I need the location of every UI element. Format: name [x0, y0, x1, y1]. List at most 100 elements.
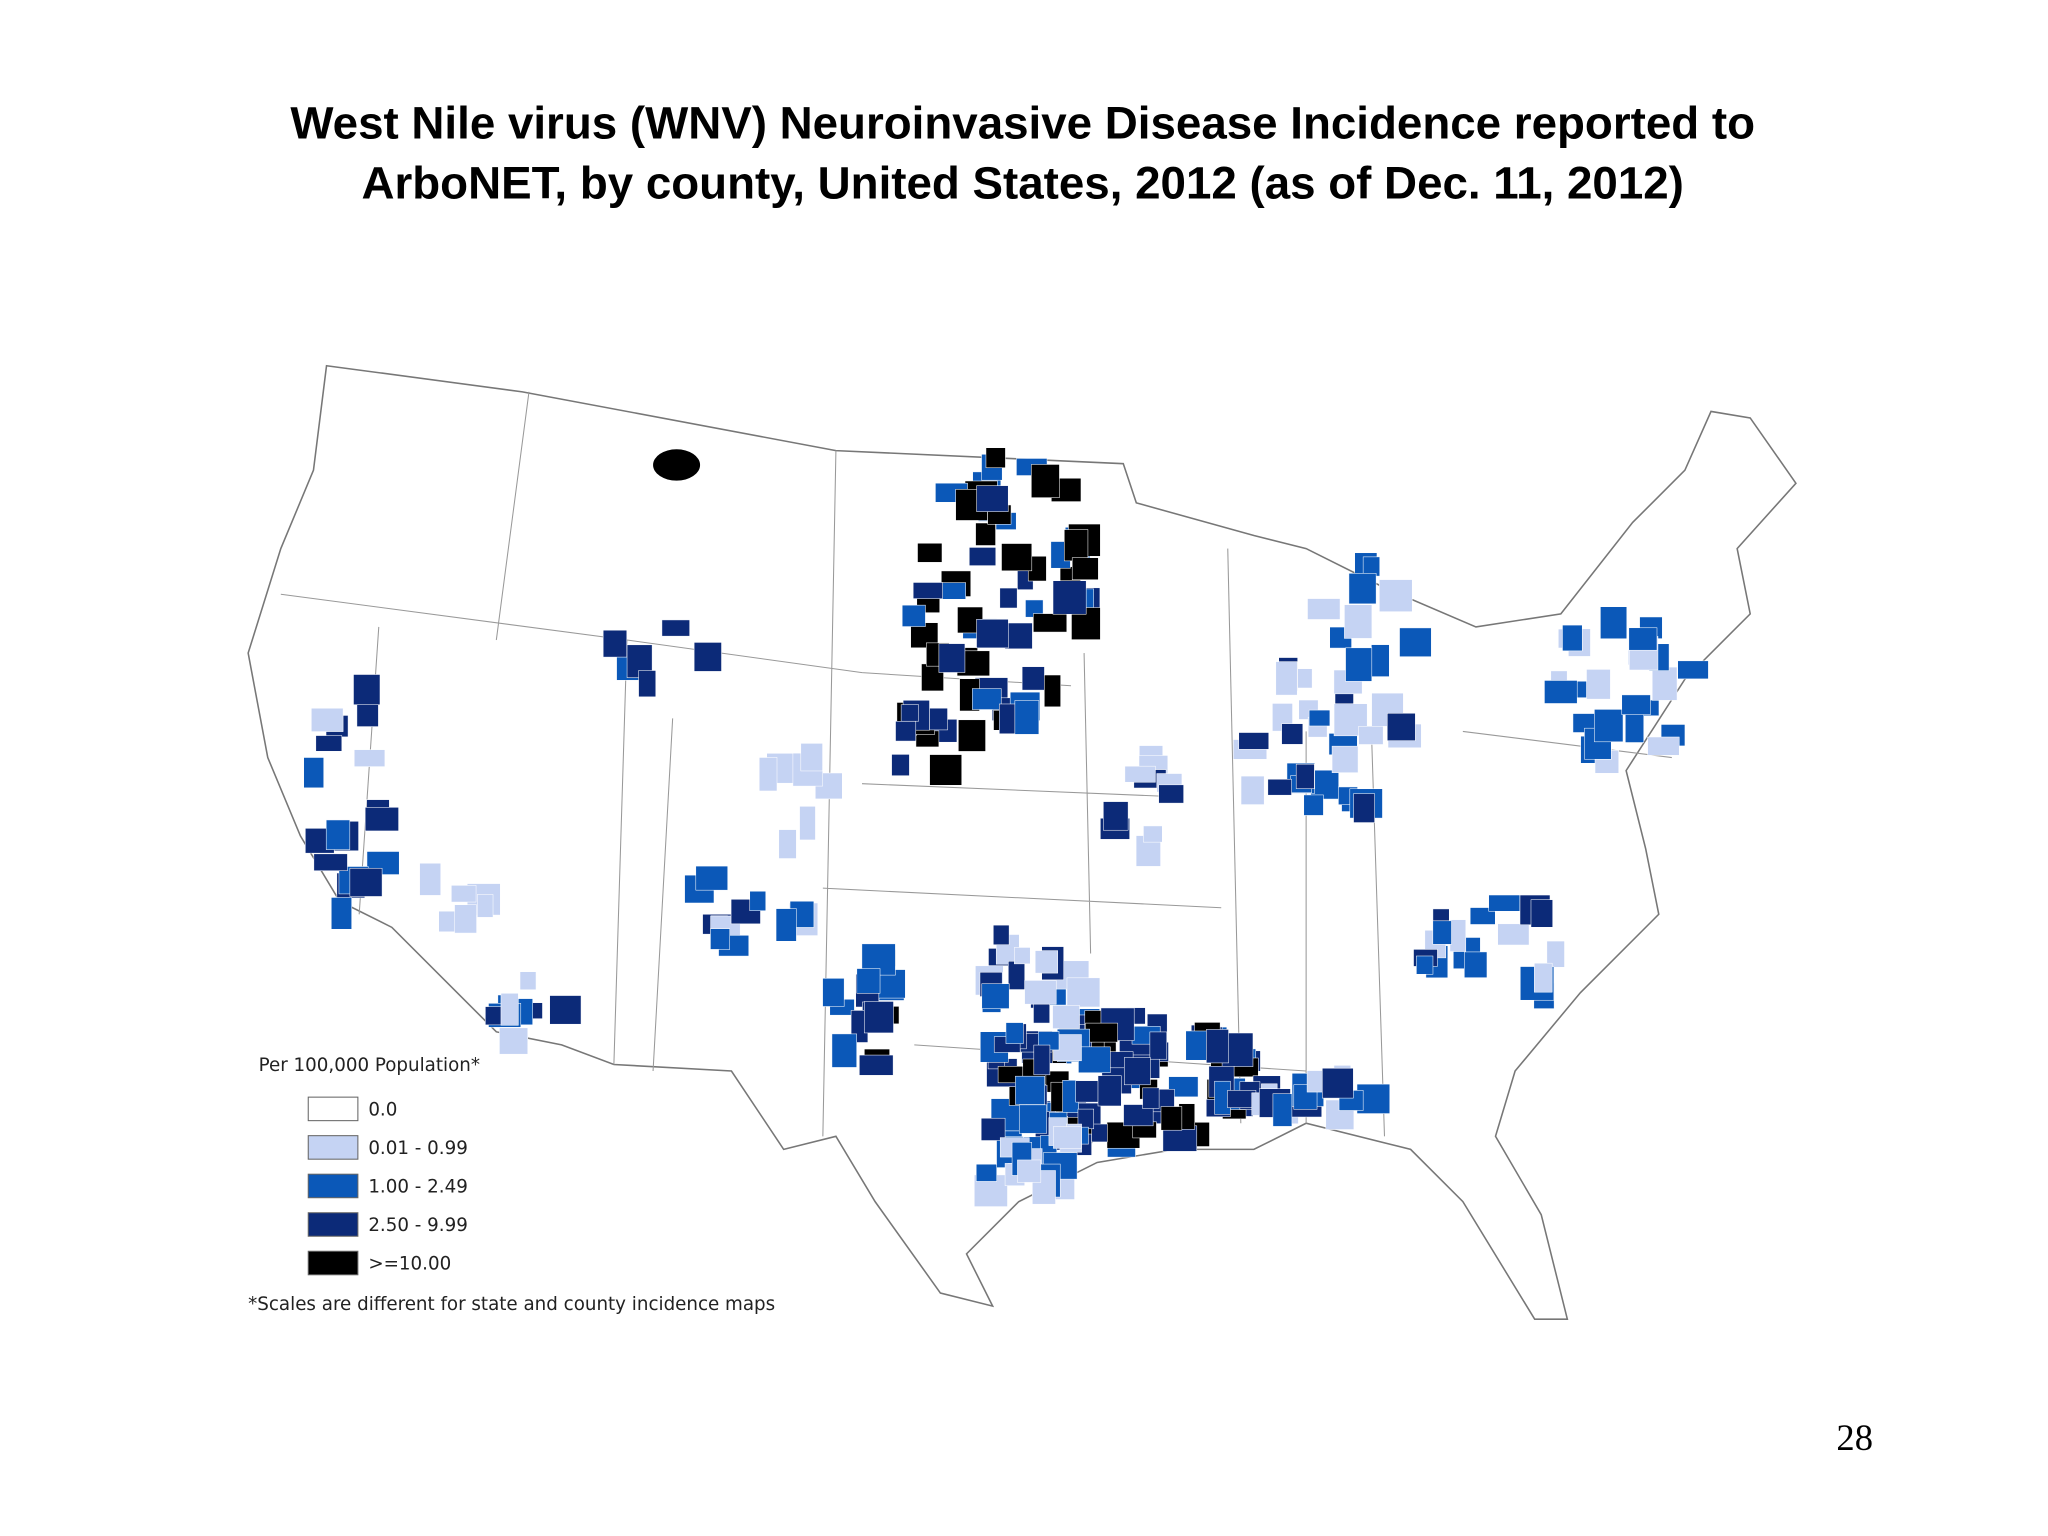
county [710, 928, 731, 950]
county [477, 894, 494, 918]
county [349, 867, 383, 897]
county [1647, 736, 1680, 756]
county [1331, 745, 1359, 773]
county [1546, 940, 1565, 968]
county [1345, 647, 1373, 682]
county [972, 688, 1002, 710]
county [638, 670, 657, 698]
legend-label: 0.01 - 0.99 [368, 1138, 468, 1159]
county [856, 968, 881, 994]
county [1625, 713, 1645, 743]
county [1240, 775, 1265, 805]
county [1238, 732, 1270, 750]
county [1103, 801, 1129, 831]
county [1018, 1104, 1047, 1134]
county [1272, 1093, 1293, 1127]
county [1295, 763, 1315, 789]
county [451, 885, 477, 903]
legend-swatch [307, 1173, 359, 1199]
county [1275, 661, 1298, 696]
county [758, 757, 778, 792]
county [1008, 960, 1025, 990]
county [1206, 1029, 1229, 1064]
legend-label: 0.0 [368, 1099, 397, 1120]
county [912, 582, 943, 599]
county [653, 449, 701, 481]
county [1034, 950, 1058, 974]
county [1267, 778, 1292, 796]
county [1488, 894, 1521, 912]
county [519, 971, 537, 990]
county [313, 853, 348, 872]
county [303, 757, 324, 789]
legend-title: Per 100,000 Population* [259, 1055, 480, 1076]
county [353, 749, 386, 767]
county [863, 1001, 894, 1034]
county [1544, 680, 1578, 704]
county [1628, 627, 1658, 651]
county [364, 807, 399, 832]
county [895, 721, 917, 742]
county [1281, 723, 1304, 745]
county [1097, 1075, 1122, 1107]
county [695, 865, 728, 891]
county [1386, 713, 1416, 741]
title-line: ArboNET, by county, United States, 2012 … [361, 158, 1683, 209]
county [549, 995, 582, 1025]
legend-label: 2.50 - 9.99 [368, 1215, 468, 1236]
county [356, 702, 379, 727]
county [1004, 622, 1033, 650]
county [1033, 613, 1068, 633]
county [1052, 580, 1087, 615]
county [976, 485, 1009, 512]
title-line: West Nile virus (WNV) Neuroinvasive Dise… [290, 97, 1755, 148]
county [499, 1027, 529, 1055]
county [1497, 923, 1530, 946]
county [454, 904, 477, 934]
county [1014, 700, 1040, 735]
county [1001, 543, 1033, 572]
county [1530, 899, 1553, 928]
county [778, 829, 797, 859]
county [799, 806, 816, 841]
legend-label: 1.00 - 2.49 [368, 1176, 468, 1197]
county [1124, 765, 1156, 783]
county [1168, 1076, 1199, 1098]
county [331, 897, 352, 930]
county [1449, 919, 1467, 952]
state-lines [280, 391, 1672, 1137]
county [1149, 1031, 1168, 1060]
county [938, 643, 966, 673]
county [1064, 529, 1089, 562]
county [1469, 907, 1496, 925]
county [1158, 784, 1184, 804]
county [929, 754, 962, 786]
county [1562, 624, 1583, 652]
county [1124, 1057, 1151, 1086]
county [999, 703, 1017, 735]
county [999, 587, 1018, 609]
county [1031, 464, 1060, 498]
county [800, 743, 823, 772]
county [1024, 980, 1057, 1005]
county [981, 983, 1010, 1009]
county [775, 908, 797, 942]
county [1085, 1022, 1118, 1043]
county [859, 1054, 894, 1076]
county [1185, 1030, 1208, 1061]
county [1399, 627, 1432, 657]
county [602, 629, 628, 658]
county [1358, 725, 1384, 745]
county [993, 924, 1010, 946]
county [1075, 1080, 1099, 1103]
county [1160, 1106, 1183, 1131]
legend-swatch [307, 1135, 359, 1160]
legend: Per 100,000 Population* 0.0 0.01 - 0.99 1.… [259, 1055, 480, 1276]
county [831, 1033, 857, 1068]
county [1044, 674, 1061, 708]
county [1142, 1087, 1160, 1109]
county [1416, 955, 1434, 975]
county [891, 754, 910, 776]
county [1371, 644, 1390, 677]
